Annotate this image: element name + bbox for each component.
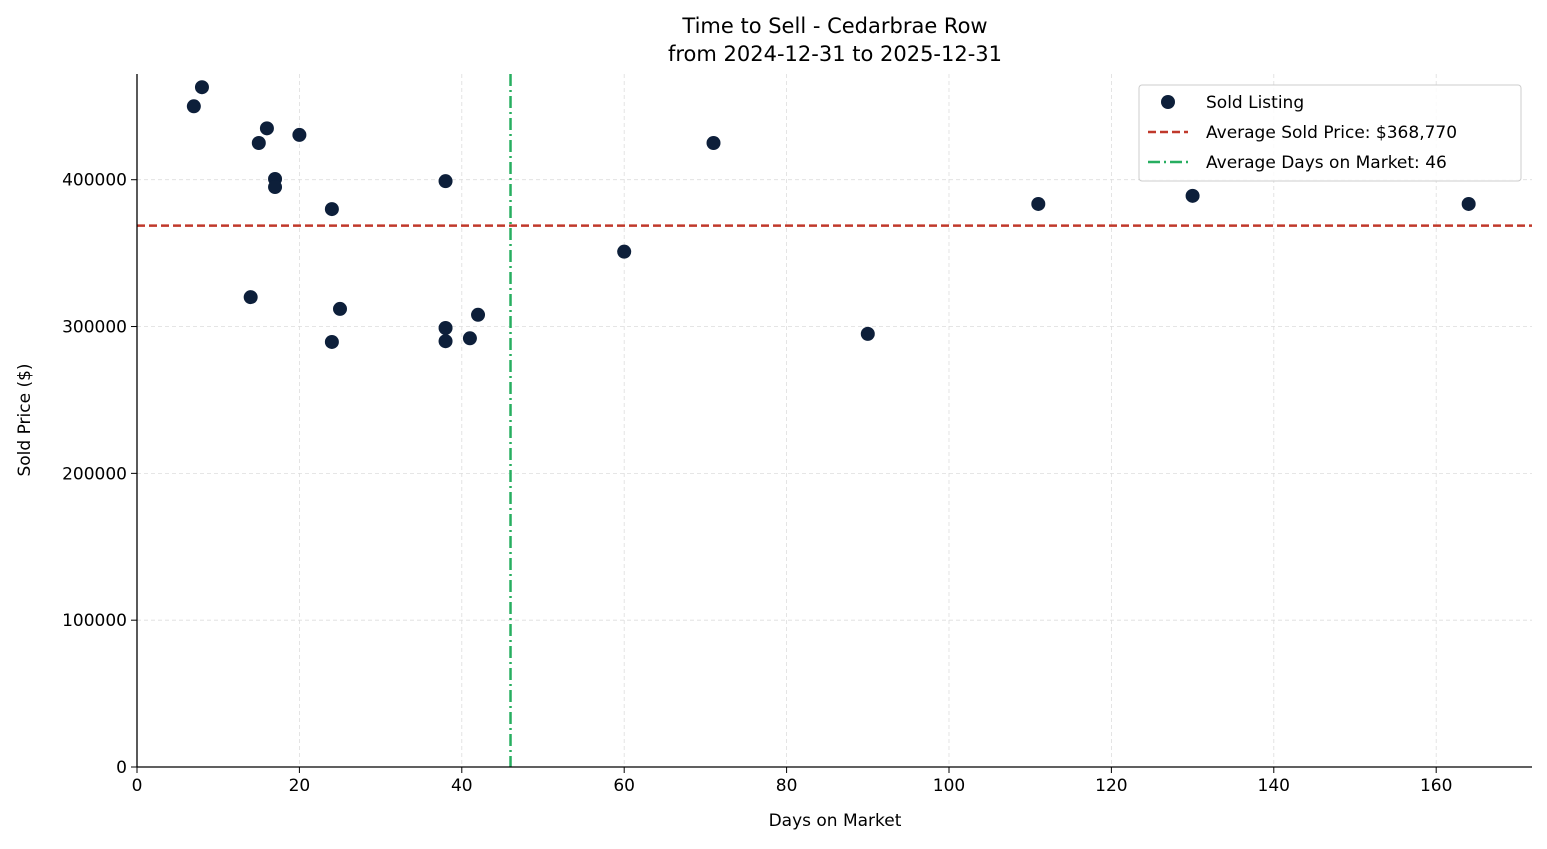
chart-title: Time to Sell - Cedarbrae Row [681,14,987,38]
data-point [438,334,453,349]
data-point [1461,196,1476,211]
legend-box [1138,84,1522,182]
data-point [259,121,274,136]
data-point [706,136,721,151]
data-point [292,127,307,142]
y-tick-label: 200000 [62,464,127,484]
x-tick-label: 40 [451,776,473,796]
y-tick-label: 0 [116,758,127,778]
data-point [471,307,486,322]
legend-marker-sold [1161,95,1175,109]
data-point [332,301,347,316]
data-point [438,174,453,189]
x-tick-label: 80 [776,776,798,796]
x-tick-label: 140 [1258,776,1290,796]
chart-subtitle: from 2024-12-31 to 2025-12-31 [668,42,1002,66]
data-point [324,334,339,349]
data-point [462,331,477,346]
data-point [438,321,453,336]
data-point [1185,188,1200,203]
legend-label-avg-price: Average Sold Price: $368,770 [1206,123,1457,143]
data-point [251,136,266,151]
x-tick-label: 20 [289,776,311,796]
data-point [617,244,632,259]
legend: Sold Listing Average Sold Price: $368,77… [1138,84,1522,182]
data-point [243,290,258,305]
data-point [860,326,875,341]
x-tick-label: 160 [1420,776,1452,796]
legend-label-sold: Sold Listing [1206,93,1304,113]
x-tick-label: 100 [933,776,965,796]
x-tick-label: 120 [1095,776,1127,796]
y-axis-label: Sold Price ($) [15,363,35,476]
data-point [324,202,339,217]
data-point [194,80,209,95]
x-axis-label: Days on Market [769,811,902,831]
x-tick-label: 0 [132,776,143,796]
y-tick-label: 100000 [62,611,127,631]
data-point [268,180,283,195]
y-tick-label: 400000 [62,171,127,191]
legend-label-avg-days: Average Days on Market: 46 [1206,153,1447,173]
data-point [1031,196,1046,211]
data-point [186,99,201,114]
y-tick-label: 300000 [62,318,127,338]
x-tick-label: 60 [613,776,635,796]
